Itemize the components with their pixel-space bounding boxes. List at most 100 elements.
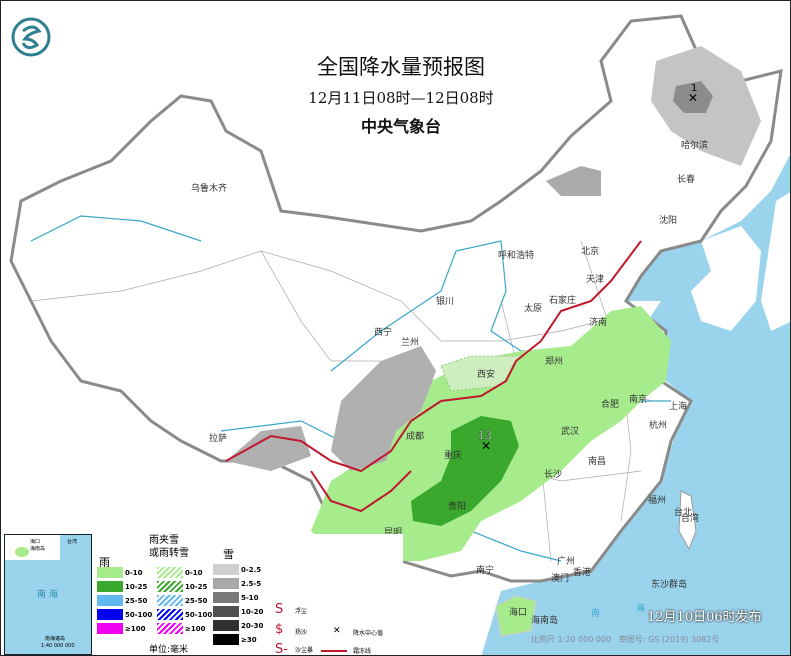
label-nanhai-2: 海: [636, 602, 645, 614]
forecast-period: 12月11日08时—12日08时: [308, 89, 494, 107]
legend-front: 霜冻线: [353, 648, 372, 655]
max-center-icon: ✕: [688, 91, 698, 105]
rain-label: 10-25: [125, 583, 148, 591]
rain-label: 25-50: [125, 597, 148, 605]
rain-10-25-area: [411, 416, 519, 526]
mix-swatch: [157, 623, 183, 634]
rain-swatch: [97, 581, 123, 592]
legend-rain-title: 雨: [99, 556, 110, 569]
city-lanzhou: 兰州: [401, 336, 419, 348]
snow-label: 5-10: [241, 594, 259, 602]
frost-lines: [225, 240, 642, 513]
mix-swatch: [157, 595, 183, 606]
mix-label: 10-25: [185, 583, 208, 591]
taiwan-island: [678, 490, 697, 551]
rain-swatch: [97, 567, 123, 578]
snow-2.5-5-area-heilongjiang: [673, 81, 713, 113]
map-scale: 比例尺 1:20 000 000: [531, 635, 612, 644]
snow-0-2.5-area-inner-mongolia: [546, 166, 601, 196]
city-changsha: 长沙: [544, 468, 562, 480]
rain-label: 0-10: [125, 569, 143, 577]
legend-blowing-sand: 扬沙: [295, 629, 308, 636]
inset-taiwan-label: 台湾: [67, 539, 78, 545]
city-macau: 澳门: [551, 572, 569, 584]
snow-0-2.5-area-tibet: [226, 426, 311, 471]
snow-label: ≥30: [241, 636, 257, 644]
legend-mix-title: 雨夹雪 或雨转雪: [149, 535, 189, 559]
city-chongqing: 重庆: [444, 449, 462, 461]
snow-swatch: [213, 564, 239, 575]
city-nanning: 南宁: [476, 564, 494, 576]
snow-swatch: [213, 578, 239, 589]
city-lhasa: 拉萨: [209, 432, 227, 444]
legend-snow-title: 雪: [223, 548, 234, 561]
sandstorm-icon: S-: [275, 642, 288, 656]
city-hohhot: 呼和浩特: [498, 249, 534, 261]
city-kunming: 昆明: [384, 527, 402, 538]
city-nanjing: 南京: [629, 393, 647, 405]
rain-label: 50-100: [125, 611, 153, 619]
inset-hainan: [15, 547, 29, 557]
inset-islands-label: 南海诸岛: [45, 636, 66, 642]
city-zhengzhou: 郑州: [545, 355, 563, 367]
city-xian: 西安: [477, 368, 495, 380]
mix-swatch: [157, 581, 183, 592]
snow-swatch: [213, 620, 239, 631]
inset-land: [5, 535, 60, 560]
city-harbin: 哈尔滨: [681, 139, 708, 151]
legend-max-center: 降水中心值: [353, 630, 384, 637]
mix-label: 25-50: [185, 597, 208, 605]
city-fuzhou: 福州: [648, 494, 666, 506]
city-changchun: 长春: [677, 173, 695, 185]
mix-swatch: [157, 567, 183, 578]
legend-floating-dust: 浮尘: [295, 608, 308, 615]
floating-dust-icon: S: [275, 602, 284, 617]
city-urumqi: 乌鲁木齐: [191, 182, 227, 194]
snow-swatch: [213, 592, 239, 603]
inset-haikou-label: 海口: [30, 539, 41, 545]
max-value-chongqing: 13: [478, 429, 492, 442]
city-shijiazhuang: 石家庄: [549, 294, 576, 306]
city-taiyuan: 太原: [524, 302, 542, 314]
mix-label: ≥100: [185, 625, 206, 633]
city-hangzhou: 杭州: [649, 419, 667, 431]
cma-logo-icon: [11, 17, 51, 57]
city-shenyang: 沈阳: [659, 214, 677, 226]
map-approval-number: 审图号: GS (2019) 3082号: [618, 635, 720, 644]
mix-swatch: [157, 609, 183, 620]
max-value-heilongjiang: 1: [691, 83, 697, 94]
city-wuhan: 武汉: [561, 425, 579, 437]
blowing-sand-icon: $: [275, 622, 284, 637]
label-taiwan: 台湾: [681, 512, 699, 524]
snow-label: 0-2.5: [241, 566, 262, 574]
city-hefei: 合肥: [601, 398, 619, 410]
snow-label: 10-20: [241, 608, 264, 616]
city-jinan: 济南: [589, 316, 607, 328]
city-labels: 乌鲁木齐 呼和浩特 银川 西宁 兰州 西安 太原 石家庄 北京 天津 沈阳 长春…: [191, 139, 708, 626]
legend-unit: 单位:毫米: [149, 645, 189, 655]
rain-swatch: [97, 595, 123, 606]
rain-swatch: [97, 623, 123, 634]
city-chengdu: 成都: [406, 430, 424, 442]
hainan-island: [495, 595, 537, 637]
city-taipei: 台北: [674, 506, 692, 518]
south-china-sea-inset: 海口 海南岛 台湾 南 海 南海诸岛 1:40 000 000: [4, 534, 92, 655]
issued-time: 12月10日06时发布: [647, 610, 762, 625]
inset-hainan-label: 海南岛: [30, 546, 46, 552]
inset-nanhai-label: 南 海: [37, 590, 58, 600]
legend: 雨 雨夹雪 或雨转雪 雪 单位:毫米 S 浮尘 $ 扬沙 S- 沙尘暴 ✕ 降水…: [93, 534, 403, 656]
city-guangzhou: 广州: [557, 555, 575, 567]
legend-sandstorm: 沙尘暴: [295, 647, 314, 654]
frost-line-legend-icon: [321, 650, 347, 652]
city-haikou: 海口: [509, 606, 527, 618]
map-title: 全国降水量预报图: [317, 55, 485, 79]
city-tianjin: 天津: [586, 274, 604, 285]
map-scale-and-approval: 比例尺 1:20 000 000 审图号: GS (2019) 3082号: [531, 634, 719, 645]
snow-swatch: [213, 634, 239, 645]
city-yinchuan: 银川: [436, 295, 454, 307]
city-shanghai: 上海: [669, 400, 687, 412]
city-xining: 西宁: [374, 326, 392, 338]
label-hainan-island: 海南岛: [531, 614, 558, 626]
rain-label: ≥100: [125, 625, 146, 633]
